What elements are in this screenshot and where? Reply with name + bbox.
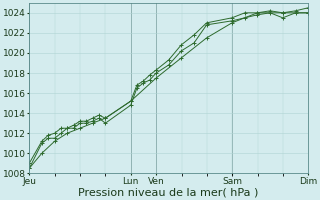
X-axis label: Pression niveau de la mer( hPa ): Pression niveau de la mer( hPa ) xyxy=(78,187,259,197)
